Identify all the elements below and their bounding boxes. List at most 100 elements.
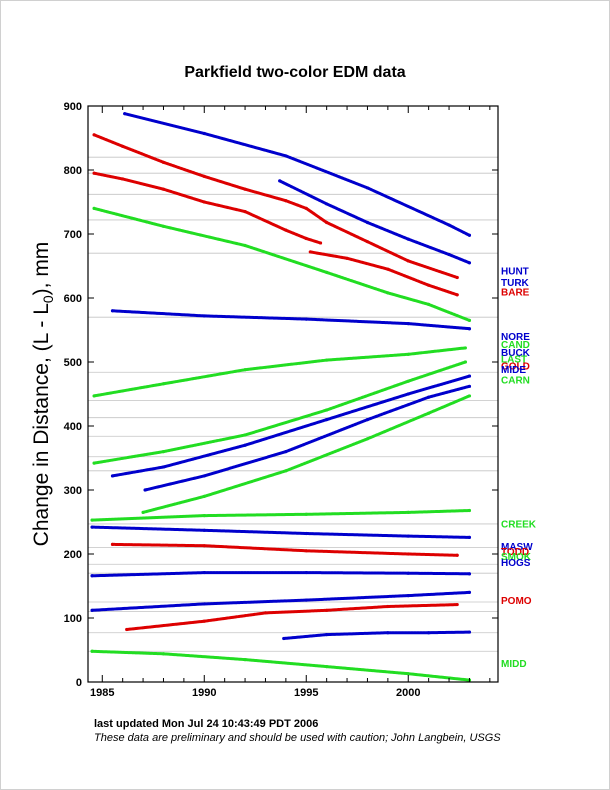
site-label-mide: MIDE: [501, 365, 526, 376]
series-18: [90, 508, 472, 522]
series-19: [90, 649, 472, 682]
data-point-6-2: [304, 570, 308, 575]
data-point-12-4: [455, 553, 459, 557]
data-point-3-5: [467, 374, 472, 378]
series-track-5: [90, 525, 471, 539]
data-point-9-0: [92, 133, 96, 137]
data-point-18-0: [90, 518, 94, 522]
data-point-6-3: [406, 571, 410, 575]
data-point-8-0: [282, 636, 286, 641]
data-point-12-1: [202, 544, 206, 548]
y-tick-label-4: 400: [64, 421, 82, 433]
site-label-hogs: HOGS: [501, 558, 531, 569]
data-point-9-2: [161, 160, 166, 164]
data-point-10-7: [318, 241, 323, 245]
data-point-11-3: [427, 283, 431, 287]
series-3: [110, 374, 472, 478]
data-point-15-2: [243, 368, 247, 372]
data-point-10-1: [121, 177, 125, 181]
site-label-midd: MIDD: [501, 659, 527, 670]
data-point-5-3: [406, 534, 410, 538]
data-point-16-5: [463, 360, 467, 364]
series-track-16: [92, 360, 467, 465]
data-point-4-4: [427, 395, 431, 399]
data-point-12-0: [110, 542, 115, 547]
series-15: [92, 346, 467, 398]
data-point-16-3: [325, 408, 329, 412]
series-9: [92, 133, 459, 280]
data-point-5-2: [304, 531, 308, 536]
data-point-4-5: [467, 384, 472, 388]
series-track-17: [141, 394, 471, 514]
site-label-buck: BUCK: [501, 348, 531, 359]
site-label-hunt: HUNT: [501, 267, 529, 278]
site-label-masw: MASW: [501, 542, 533, 553]
data-point-10-5: [284, 228, 288, 232]
data-point-14-0: [92, 206, 96, 210]
data-point-16-2: [243, 433, 247, 437]
site-label-bare: BARE: [501, 288, 530, 299]
series-track-1: [278, 179, 471, 265]
series-1: [278, 179, 472, 265]
site-label-gold: GOLD: [501, 361, 530, 372]
data-point-18-3: [406, 510, 410, 514]
data-point-16-4: [406, 379, 410, 383]
data-point-9-10: [455, 275, 459, 280]
data-point-13-0: [125, 627, 129, 632]
gridlines: [88, 156, 498, 652]
series-7: [90, 590, 472, 612]
data-point-10-4: [243, 210, 247, 214]
data-point-2-2: [304, 317, 308, 321]
y-tick-label-8: 800: [64, 165, 82, 177]
data-point-4-1: [202, 474, 206, 478]
series-layer: [90, 112, 472, 682]
data-point-3-0: [110, 474, 115, 478]
data-point-2-0: [110, 309, 115, 313]
data-point-14-6: [467, 318, 472, 322]
data-point-18-4: [467, 508, 472, 513]
data-point-2-1: [202, 314, 206, 318]
site-label-nore: NORE: [501, 332, 530, 343]
axis-ticks: 0 100 200 300 400 500 600 700 800 900 1985 1990 1995…: [64, 101, 498, 699]
site-label-last: LAST: [501, 354, 527, 365]
data-point-1-0: [278, 179, 282, 183]
y-tick-label-1: 100: [64, 613, 82, 625]
data-point-14-5: [427, 302, 431, 306]
series-10: [92, 171, 323, 245]
data-point-18-2: [304, 512, 308, 516]
data-point-13-5: [455, 602, 459, 607]
data-point-15-3: [325, 358, 329, 362]
series-track-13: [125, 603, 459, 631]
x-tick-label-0: 1985: [90, 687, 114, 699]
data-point-1-2: [365, 220, 370, 225]
site-label-creek: CREEK: [501, 519, 537, 530]
series-8: [282, 630, 472, 641]
y-tick-label-9: 900: [64, 101, 82, 113]
data-point-17-5: [467, 394, 472, 398]
data-point-2-4: [467, 327, 472, 331]
data-point-7-4: [467, 590, 472, 595]
footer-disclaimer: These data are preliminary and should be…: [94, 732, 501, 744]
y-axis-label-tail: ), mm: [30, 242, 53, 296]
data-point-19-0: [90, 649, 94, 653]
data-point-7-2: [304, 598, 308, 602]
data-point-4-0: [143, 488, 147, 492]
series-track-6: [90, 571, 471, 578]
x-tick-label-1: 1990: [192, 687, 216, 699]
data-point-1-5: [467, 261, 472, 265]
data-point-5-0: [90, 525, 94, 529]
data-point-1-3: [406, 237, 410, 241]
site-label-carn: CARN: [501, 375, 530, 386]
data-point-4-3: [365, 418, 370, 422]
series-12: [110, 542, 459, 557]
series-5: [90, 525, 472, 539]
data-point-4-2: [284, 450, 288, 454]
data-point-14-2: [243, 243, 247, 248]
series-track-7: [90, 590, 471, 612]
series-track-12: [111, 542, 459, 557]
data-point-12-2: [304, 549, 308, 553]
data-point-0-0: [123, 112, 127, 116]
data-point-2-3: [406, 322, 410, 326]
